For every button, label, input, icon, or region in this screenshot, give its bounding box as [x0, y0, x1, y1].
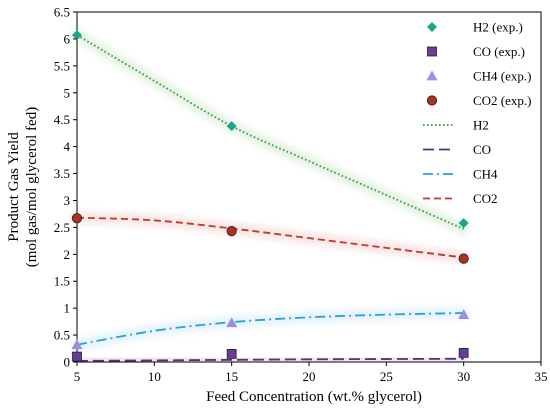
series-line-co [76, 357, 464, 362]
data-point-h2-exp [458, 218, 469, 229]
y-tick-label: 2 [64, 247, 71, 262]
y-axis-title-line2: (mol gas/mol glycerol fed) [24, 107, 40, 267]
line-layer [76, 34, 465, 362]
series-line-ch4 [76, 312, 464, 346]
x-tick-label: 35 [535, 369, 548, 384]
legend-label-h2: H2 [473, 118, 489, 133]
data-point-ch4-exp [226, 317, 238, 328]
y-tick-label: 5 [64, 85, 71, 100]
x-axis-title: Feed Concentration (wt.% glycerol) [206, 389, 422, 405]
y-tick-label: 3 [64, 193, 71, 208]
axes-layer: 5 10 15 20 25 30 35 0 0.5 1 1.5 2 2.5 3 3.5 4 4.5 5 5.5 6 6.… [54, 5, 548, 385]
legend-label-co2: CO2 [473, 191, 498, 206]
y-axis-title-line1: Product Gas Yield [6, 132, 22, 242]
data-point-h2-exp [226, 121, 237, 132]
legend-marker-h2-exp [427, 22, 437, 32]
y-tick-label: 1 [64, 301, 71, 316]
legend-label-h2-exp: H2 (exp.) [473, 20, 523, 35]
x-tick-label: 15 [225, 369, 238, 384]
y-tick-label: 0 [64, 355, 71, 370]
y-tick-label: 5.5 [54, 58, 70, 73]
legend-marker-ch4-exp [426, 70, 438, 81]
data-point-co2-exp [226, 226, 237, 237]
data-point-co-exp [72, 351, 82, 362]
y-tick-label: 3.5 [54, 166, 70, 181]
legend-label-co: CO [473, 142, 491, 157]
y-tick-label: 4.5 [54, 112, 70, 127]
data-point-ch4-exp [71, 339, 83, 350]
y-tick-label: 2.5 [54, 220, 70, 235]
data-point-co-exp [226, 349, 237, 359]
y-tick-label: 1.5 [54, 274, 70, 289]
series-line-co2 [76, 216, 464, 259]
series-line-h2 [76, 34, 465, 230]
data-point-ch4-exp [458, 309, 470, 320]
legend-label-co-exp: CO (exp.) [473, 44, 525, 59]
x-tick-label: 20 [303, 369, 316, 384]
plot-frame [76, 11, 542, 363]
legend-marker-co2-exp [426, 95, 438, 106]
x-tick-label: 30 [457, 369, 470, 384]
x-tick-label: 10 [148, 369, 161, 384]
y-tick-label: 0.5 [54, 328, 70, 343]
legend-label-ch4-exp: CH4 (exp.) [473, 69, 532, 84]
legend-marker-co-exp [427, 46, 437, 57]
data-point-co-exp [458, 347, 469, 358]
y-tick-label: 6.5 [54, 5, 70, 20]
data-point-h2-exp [72, 30, 82, 41]
data-point-co2-exp [458, 253, 469, 264]
data-point-co2-exp [71, 213, 83, 224]
x-tick-label: 25 [380, 369, 393, 384]
legend-label-co2-exp: CO2 (exp.) [473, 93, 532, 108]
x-tick-label: 5 [74, 369, 81, 384]
marker-layer [71, 30, 470, 362]
legend: H2 (exp.) CO (exp.) CH4 (exp.) CO2 (exp.) H2… [423, 20, 532, 206]
legend-label-ch4: CH4 [473, 167, 498, 182]
y-tick-label: 6 [64, 31, 71, 46]
y-tick-label: 4 [64, 139, 71, 154]
